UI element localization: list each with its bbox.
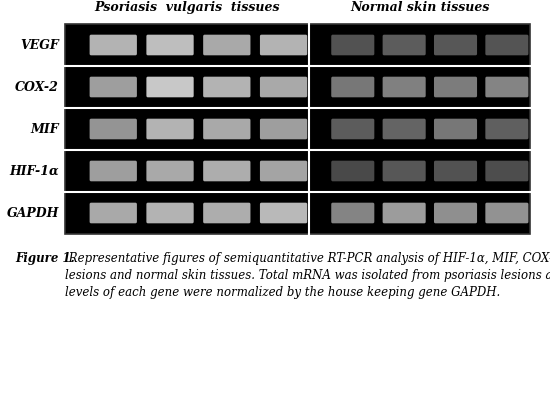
Text: Normal skin tissues: Normal skin tissues [350, 1, 490, 14]
Text: COX-2: COX-2 [15, 80, 59, 93]
FancyBboxPatch shape [146, 119, 194, 139]
FancyBboxPatch shape [383, 203, 426, 223]
FancyBboxPatch shape [383, 161, 426, 181]
FancyBboxPatch shape [146, 161, 194, 181]
Text: GAPDH: GAPDH [7, 206, 59, 219]
Bar [65, 24, 530, 234]
FancyBboxPatch shape [203, 161, 250, 181]
FancyBboxPatch shape [260, 119, 307, 139]
Text: HIF-1α: HIF-1α [9, 165, 59, 178]
FancyBboxPatch shape [260, 35, 307, 55]
FancyBboxPatch shape [90, 77, 137, 97]
FancyBboxPatch shape [434, 119, 477, 139]
FancyBboxPatch shape [383, 35, 426, 55]
Text: Psoriasis  vulgaris  tissues: Psoriasis vulgaris tissues [94, 1, 280, 14]
FancyBboxPatch shape [331, 203, 375, 223]
FancyBboxPatch shape [434, 35, 477, 55]
FancyBboxPatch shape [331, 119, 375, 139]
FancyBboxPatch shape [146, 203, 194, 223]
FancyBboxPatch shape [383, 77, 426, 97]
Text: VEGF: VEGF [20, 39, 59, 52]
FancyBboxPatch shape [203, 203, 250, 223]
FancyBboxPatch shape [90, 35, 137, 55]
FancyBboxPatch shape [146, 35, 194, 55]
FancyBboxPatch shape [260, 203, 307, 223]
Text: Representative figures of semiquantitative RT-PCR analysis of HIF-1α, MIF, COX-2: Representative figures of semiquantitati… [65, 252, 550, 299]
FancyBboxPatch shape [203, 77, 250, 97]
FancyBboxPatch shape [331, 35, 375, 55]
Text: MIF: MIF [30, 123, 59, 136]
FancyBboxPatch shape [485, 203, 529, 223]
FancyBboxPatch shape [434, 161, 477, 181]
FancyBboxPatch shape [146, 77, 194, 97]
Text: Figure 1.: Figure 1. [15, 252, 75, 265]
FancyBboxPatch shape [90, 161, 137, 181]
FancyBboxPatch shape [485, 35, 529, 55]
FancyBboxPatch shape [260, 77, 307, 97]
FancyBboxPatch shape [331, 161, 375, 181]
FancyBboxPatch shape [485, 77, 529, 97]
FancyBboxPatch shape [434, 77, 477, 97]
FancyBboxPatch shape [260, 161, 307, 181]
FancyBboxPatch shape [485, 119, 529, 139]
FancyBboxPatch shape [434, 203, 477, 223]
FancyBboxPatch shape [90, 203, 137, 223]
FancyBboxPatch shape [90, 119, 137, 139]
FancyBboxPatch shape [331, 77, 375, 97]
FancyBboxPatch shape [203, 35, 250, 55]
FancyBboxPatch shape [203, 119, 250, 139]
FancyBboxPatch shape [383, 119, 426, 139]
FancyBboxPatch shape [485, 161, 529, 181]
